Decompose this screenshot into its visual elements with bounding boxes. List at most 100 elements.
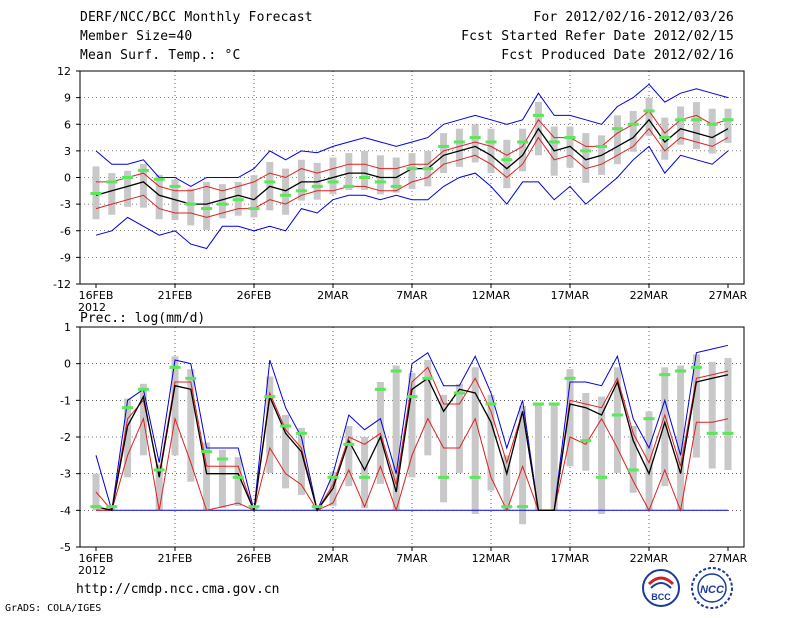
- median-mark: [422, 376, 434, 380]
- spread-box: [392, 365, 400, 511]
- spread-box: [629, 426, 637, 493]
- median-mark: [517, 505, 529, 509]
- x-tick-label: 26FEB: [237, 289, 272, 302]
- median-mark: [659, 373, 671, 377]
- x-tick-label: 27MAR: [709, 289, 748, 302]
- spread-box: [392, 157, 400, 193]
- median-mark: [580, 149, 592, 153]
- median-mark: [137, 387, 149, 391]
- spread-box: [408, 153, 416, 190]
- spread-box: [250, 175, 258, 218]
- spread-box: [282, 168, 290, 215]
- spread-box: [487, 128, 495, 174]
- median-mark: [611, 413, 623, 417]
- y-tick-label: -5: [60, 541, 71, 554]
- ncc-logo-icon: NCC: [691, 567, 733, 609]
- median-mark: [438, 144, 450, 148]
- median-mark: [122, 406, 134, 410]
- median-mark: [327, 475, 339, 479]
- x-tick-label: 17MAR: [551, 289, 590, 302]
- median-mark: [374, 387, 386, 391]
- bcc-logo-icon: BCC: [642, 569, 680, 607]
- y-tick-label: -2: [60, 431, 71, 444]
- member-size: Member Size=40: [80, 29, 193, 44]
- median-mark: [201, 207, 213, 211]
- median-mark: [311, 184, 323, 188]
- y-tick-label: 3: [64, 145, 71, 158]
- median-mark: [706, 122, 718, 126]
- spread-box: [361, 437, 369, 509]
- spread-box: [187, 188, 195, 226]
- x-tick-label: 16FEB: [79, 552, 114, 565]
- median-mark: [469, 475, 481, 479]
- spread-box: [582, 133, 590, 183]
- median-mark: [232, 198, 244, 202]
- median-mark: [422, 167, 434, 171]
- spread-box: [724, 358, 732, 470]
- median-mark: [216, 457, 228, 461]
- x-tick-sublabel: 2012: [78, 301, 106, 314]
- y-tick-label: -6: [60, 225, 71, 238]
- spread-box: [124, 398, 132, 478]
- median-mark: [548, 140, 560, 144]
- median-mark: [327, 180, 339, 184]
- median-mark: [295, 189, 307, 193]
- chart-title: DERF/NCC/BCC Monthly Forecast: [80, 10, 313, 25]
- footer-url[interactable]: http://cmdp.ncc.cma.gov.cn: [76, 582, 280, 597]
- median-mark: [185, 202, 197, 206]
- x-tick-label: 21FEB: [158, 552, 193, 565]
- median-mark: [153, 177, 165, 181]
- spread-box: [645, 411, 653, 511]
- median-mark: [185, 376, 197, 380]
- spread-box: [708, 361, 716, 469]
- x-tick-label: 2MAR: [317, 289, 349, 302]
- spread-box: [455, 128, 463, 167]
- median-mark: [280, 424, 292, 428]
- series-line-lower: [96, 416, 729, 513]
- y-tick-label: 6: [64, 118, 71, 131]
- median-mark: [501, 158, 513, 162]
- spread-box: [645, 97, 653, 136]
- median-mark: [106, 505, 118, 509]
- spread-box: [187, 369, 195, 482]
- spread-box: [519, 128, 527, 172]
- spread-box: [345, 426, 353, 487]
- median-mark: [469, 136, 481, 140]
- median-mark: [627, 122, 639, 126]
- median-mark: [643, 109, 655, 113]
- median-mark: [643, 417, 655, 421]
- spread-box: [424, 360, 432, 456]
- y-tick-label: -12: [53, 278, 71, 291]
- forecast-start-date: Fcst Started Refer Date 2012/02/15: [461, 29, 734, 44]
- median-mark: [406, 395, 418, 399]
- variable-label: Mean Surf. Temp.: °C: [80, 48, 241, 63]
- median-mark: [169, 184, 181, 188]
- spread-box: [218, 184, 226, 219]
- ncc-logo-text: NCC: [700, 584, 725, 596]
- series-line-max: [95, 83, 729, 187]
- median-mark: [106, 180, 118, 184]
- x-tick-label: 7MAR: [396, 289, 428, 302]
- median-mark: [564, 376, 576, 380]
- y-tick-label: -3: [60, 198, 71, 211]
- median-mark: [153, 468, 165, 472]
- x-tick-sublabel: 2012: [78, 564, 106, 577]
- spread-box: [329, 157, 337, 195]
- spread-box: [408, 372, 416, 478]
- y-tick-label: -1: [60, 394, 71, 407]
- median-mark: [359, 176, 371, 179]
- spread-box: [534, 404, 542, 511]
- y-tick-label: 0: [64, 172, 71, 185]
- median-mark: [517, 140, 529, 144]
- median-mark: [137, 168, 149, 172]
- spread-box: [139, 163, 147, 208]
- bcc-logo-text: BCC: [651, 592, 671, 602]
- median-mark: [248, 505, 260, 509]
- y-tick-label: 12: [57, 65, 71, 78]
- median-mark: [627, 468, 639, 472]
- spread-box: [376, 155, 384, 195]
- spread-box: [155, 464, 163, 511]
- median-mark: [169, 365, 181, 369]
- median-mark: [438, 475, 450, 479]
- spread-box: [471, 367, 479, 514]
